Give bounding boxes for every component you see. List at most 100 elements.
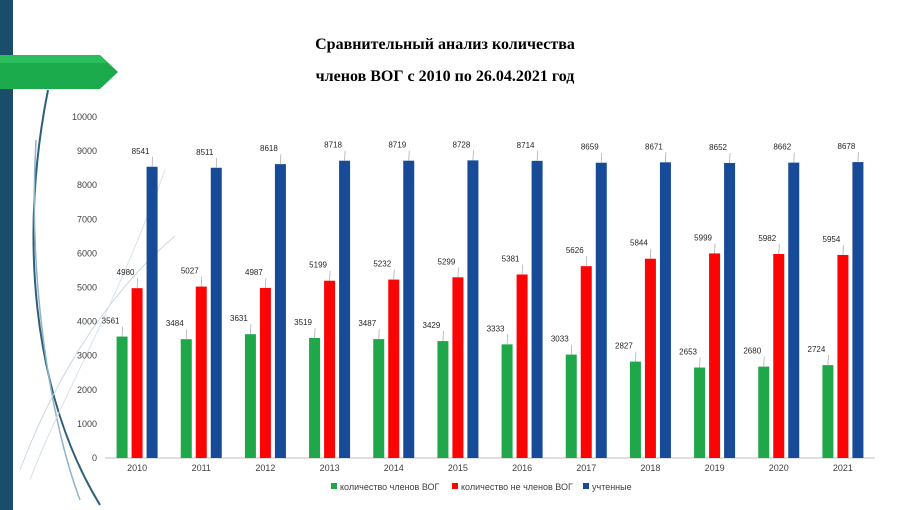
data-label-leader <box>393 269 395 280</box>
label-members: 2724 <box>808 345 826 354</box>
chart-title-line-2: членов ВОГ с 2010 по 26.04.2021 год <box>315 68 575 85</box>
label-registered: 8659 <box>581 143 599 152</box>
green-arrow-tab <box>0 55 118 89</box>
data-label-leader <box>635 351 637 362</box>
data-label-leader <box>185 329 188 340</box>
y-tick-label: 9000 <box>77 146 97 156</box>
x-tick-label: 2010 <box>127 463 147 473</box>
x-tick-label: 2012 <box>255 463 275 473</box>
data-label-leader <box>793 152 795 163</box>
label-members: 2653 <box>679 348 697 357</box>
label-members: 3631 <box>230 314 248 323</box>
data-label-leader <box>506 334 508 345</box>
legend: количество членов ВОГ количество не члено… <box>331 482 632 492</box>
x-axis: 2010 2011 2012 2013 2014 2015 2016 2017 2018 2019… <box>105 457 875 473</box>
label-members: 3487 <box>358 319 376 328</box>
bar-non-members <box>516 274 528 458</box>
legend-label: количество членов ВОГ <box>340 482 440 492</box>
label-members: 3333 <box>487 324 505 333</box>
legend-swatch <box>331 483 337 489</box>
label-registered: 8719 <box>388 141 406 150</box>
bar-members <box>501 344 513 458</box>
y-tick-label: 3000 <box>77 351 97 361</box>
bar-registered <box>210 167 222 458</box>
x-tick-label: 2016 <box>512 463 532 473</box>
legend-swatch <box>583 483 589 489</box>
bar-registered <box>403 160 415 458</box>
data-label-leader <box>778 243 780 255</box>
left-accent-stripe <box>0 0 13 510</box>
legend-label: учтенные <box>592 482 632 492</box>
label-registered: 8671 <box>645 142 663 151</box>
y-tick-label: 6000 <box>77 248 97 258</box>
label-members: 3033 <box>551 335 569 344</box>
x-tick-label: 2018 <box>640 463 660 473</box>
bar-registered <box>339 160 351 459</box>
data-label-leader <box>408 150 410 161</box>
bar-non-members <box>195 286 207 458</box>
label-non-members: 5954 <box>823 235 841 244</box>
legend-label: количество не членов ВОГ <box>461 482 573 492</box>
label-members: 2680 <box>743 347 761 356</box>
data-label-leader <box>842 244 844 255</box>
decor-swoosh <box>32 89 101 506</box>
data-label-leader <box>699 357 701 368</box>
data-label-leader <box>570 344 573 355</box>
data-labels: 3561 4980 8541 3484 5027 8511 3631 4987 8618 3519… <box>102 140 859 368</box>
label-non-members: 5626 <box>566 246 584 255</box>
bars <box>116 160 864 459</box>
y-tick-label: 5000 <box>77 283 97 293</box>
label-registered: 8714 <box>517 141 535 150</box>
y-axis: 0 1000 2000 3000 4000 5000 6000 7000 8000 9000 100… <box>72 112 97 463</box>
data-label-leader <box>600 152 603 163</box>
data-label-leader <box>650 248 652 259</box>
label-non-members: 4980 <box>117 268 135 277</box>
bar-non-members <box>452 277 464 458</box>
y-tick-label: 4000 <box>77 317 97 327</box>
bar-non-members <box>580 266 592 458</box>
data-label-leader <box>536 150 538 161</box>
label-registered: 8728 <box>453 140 471 149</box>
decor-swoosh <box>33 139 81 501</box>
y-tick-label: 0 <box>92 453 97 463</box>
label-registered: 8511 <box>196 148 214 157</box>
label-non-members: 5982 <box>758 234 776 243</box>
bar-members <box>822 365 834 458</box>
x-tick-label: 2015 <box>448 463 468 473</box>
label-registered: 8718 <box>324 141 342 150</box>
bar-members <box>373 339 385 458</box>
label-non-members: 5999 <box>694 233 712 242</box>
data-label-leader <box>136 278 138 289</box>
data-label-leader <box>857 152 859 163</box>
label-registered: 8618 <box>260 144 278 153</box>
label-registered: 8662 <box>773 143 791 152</box>
data-label-leader <box>763 356 765 367</box>
label-members: 3429 <box>423 321 441 330</box>
label-members: 3519 <box>294 318 312 327</box>
data-label-leader <box>329 270 331 281</box>
label-non-members: 5027 <box>181 267 199 276</box>
bar-members <box>565 354 577 458</box>
y-tick-label: 2000 <box>77 385 97 395</box>
x-tick-label: 2020 <box>769 463 789 473</box>
bar-non-members <box>837 254 849 458</box>
legend-swatch <box>452 483 458 489</box>
x-tick-label: 2021 <box>833 463 853 473</box>
bar-non-members <box>709 253 721 458</box>
bar-members <box>758 366 770 458</box>
label-non-members: 5844 <box>630 239 648 248</box>
x-tick-label: 2011 <box>192 463 211 473</box>
label-members: 3484 <box>166 319 184 328</box>
bar-members <box>694 367 706 458</box>
decor-swoosh <box>29 169 166 481</box>
label-non-members: 5381 <box>502 255 520 264</box>
bar-registered <box>788 162 800 458</box>
data-label-leader <box>457 267 459 278</box>
data-label-leader <box>827 355 829 366</box>
data-label-leader <box>442 331 444 342</box>
bar-non-members <box>773 254 785 458</box>
data-label-leader <box>200 276 203 287</box>
bar-members <box>309 338 321 458</box>
data-label-leader <box>378 329 380 340</box>
